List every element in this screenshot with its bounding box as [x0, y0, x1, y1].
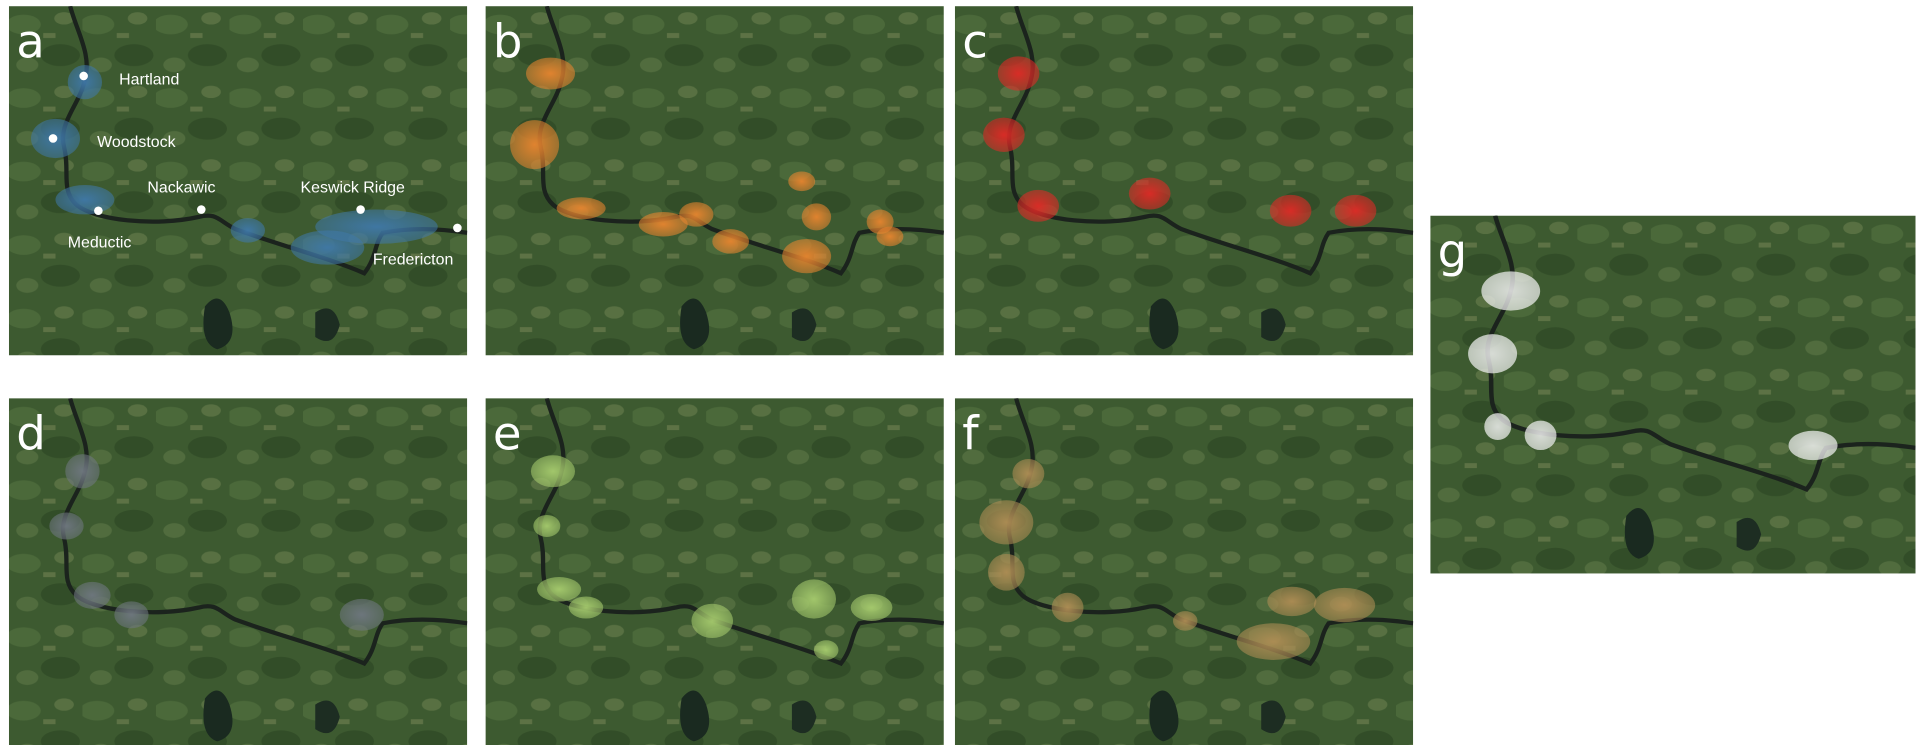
place-dot	[49, 134, 58, 143]
overlay-area	[55, 185, 114, 214]
map-content	[486, 398, 944, 745]
overlay-area	[1052, 593, 1084, 622]
overlay-area	[114, 601, 148, 628]
overlay-area	[802, 203, 831, 230]
place-label: Meductic	[68, 235, 132, 252]
map-panel: d	[9, 398, 467, 745]
overlay-area	[531, 455, 575, 487]
overlay-area	[1468, 334, 1517, 373]
overlay-area	[1525, 421, 1557, 450]
overlay-area	[691, 604, 733, 638]
panel-letter: e	[493, 407, 522, 461]
place-dot	[197, 205, 206, 214]
panel-letter: f	[962, 407, 980, 461]
overlay-area	[1129, 178, 1171, 210]
map-content	[1430, 216, 1915, 574]
place-label: Nackawic	[147, 179, 215, 196]
overlay-area	[814, 640, 839, 660]
map-panel: b	[486, 6, 944, 355]
place-dot	[453, 224, 462, 233]
overlay-area	[998, 56, 1040, 90]
overlay-area	[788, 172, 815, 192]
map-content	[486, 6, 944, 355]
place-dot	[79, 72, 88, 81]
overlay-area	[1173, 611, 1198, 631]
overlay-area	[712, 229, 749, 254]
overlay-area	[988, 554, 1025, 591]
satellite-base	[9, 398, 467, 745]
overlay-area	[851, 594, 893, 621]
overlay-area	[1484, 413, 1511, 440]
overlay-area	[49, 513, 83, 540]
place-label: Fredericton	[373, 252, 453, 269]
panel-letter: d	[16, 407, 46, 461]
panel-letter: a	[16, 15, 45, 69]
map-panel: g	[1430, 216, 1915, 574]
map-panel: c	[955, 6, 1413, 355]
overlay-area	[533, 515, 560, 537]
overlay-area	[1267, 587, 1316, 616]
overlay-area	[231, 218, 265, 243]
overlay-area	[526, 58, 575, 90]
overlay-area	[537, 577, 581, 602]
overlay-area	[1314, 588, 1375, 622]
map-content	[955, 398, 1413, 745]
panel-letter: g	[1438, 224, 1468, 278]
overlay-area	[782, 239, 831, 273]
map-panel: e	[486, 398, 944, 745]
map-panel: a Hartland Woodstock Nackawic Keswick Ridge M…	[9, 6, 467, 355]
satellite-base	[486, 398, 944, 745]
page: {"panels": [{"label": "a"}, {"label": "b…	[0, 0, 1922, 745]
overlay-area	[557, 197, 606, 219]
overlay-area	[340, 599, 384, 631]
overlay-area	[979, 500, 1033, 544]
overlay-area	[510, 120, 559, 169]
overlay-area	[983, 118, 1025, 152]
overlay-area	[1270, 195, 1312, 227]
place-dot	[94, 206, 103, 215]
map-content	[9, 398, 467, 745]
overlay-area	[1481, 271, 1540, 310]
overlay-area	[1789, 431, 1838, 460]
overlay-area	[291, 230, 365, 264]
overlay-area	[74, 582, 111, 609]
satellite-base	[1430, 216, 1915, 574]
figure: a Hartland Woodstock Nackawic Keswick Ridge M…	[0, 0, 1922, 745]
place-label: Woodstock	[97, 134, 175, 151]
overlay-area	[1335, 195, 1377, 227]
place-dot	[356, 205, 365, 214]
overlay-area	[679, 202, 713, 227]
overlay-area	[792, 579, 836, 618]
overlay-area	[1237, 623, 1311, 660]
overlay-area	[65, 454, 99, 488]
overlay-area	[68, 65, 102, 99]
panel-letter: b	[493, 15, 523, 69]
place-label: Hartland	[119, 72, 179, 89]
overlay-area	[1012, 459, 1044, 488]
overlay-area	[1017, 190, 1059, 222]
place-label: Keswick Ridge	[301, 179, 405, 196]
map-content	[955, 6, 1413, 355]
overlay-area	[876, 227, 903, 247]
panel-letter: c	[962, 15, 988, 69]
map-panel: f	[955, 398, 1413, 745]
overlay-area	[569, 596, 603, 618]
